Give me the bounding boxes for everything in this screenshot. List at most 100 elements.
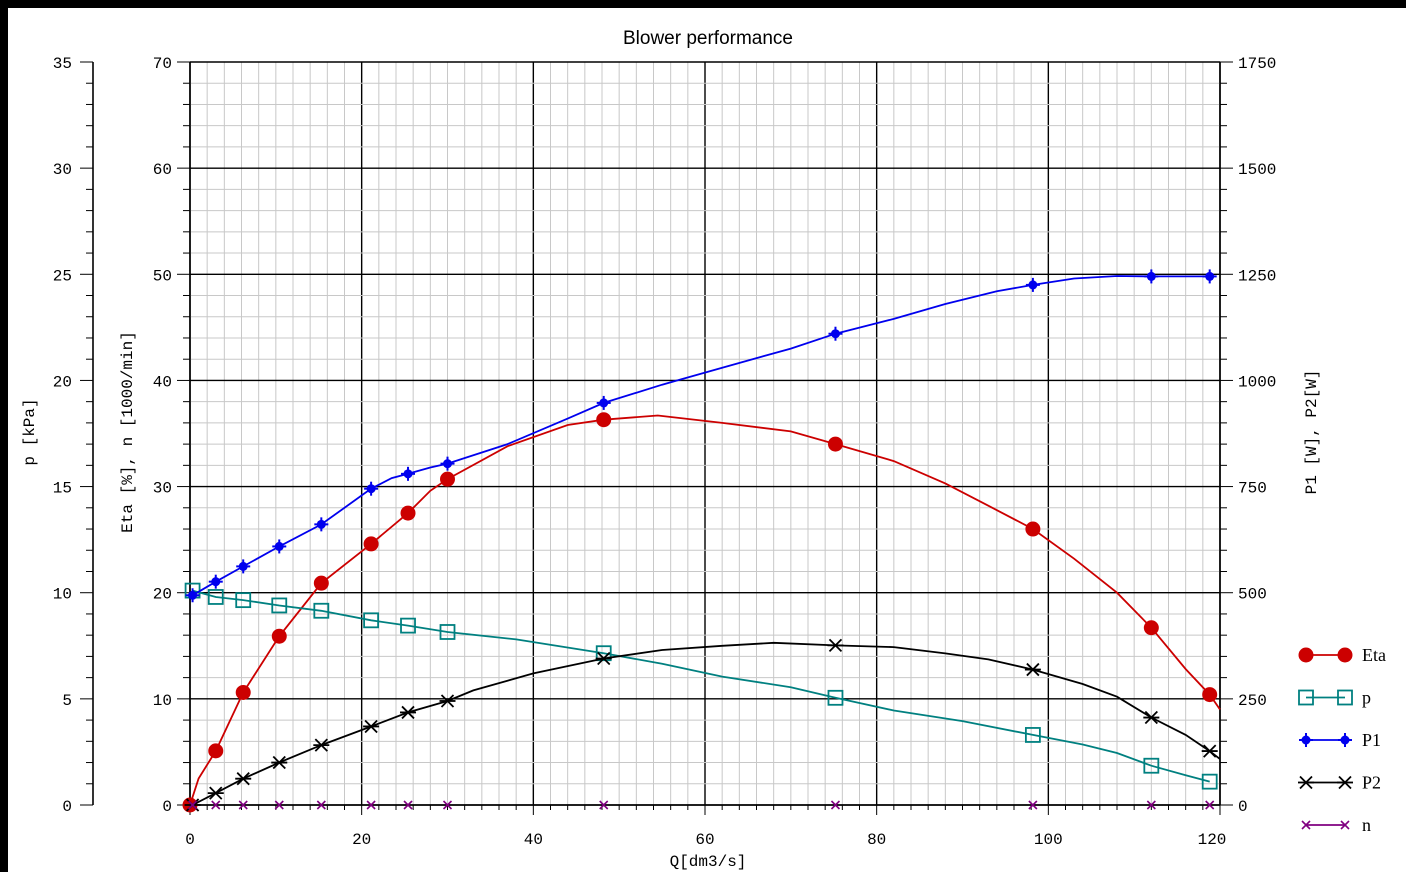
data-point-n bbox=[274, 800, 284, 810]
legend-marker bbox=[1338, 733, 1352, 747]
legend-marker bbox=[1337, 775, 1353, 790]
tick-label-eta-n: 50 bbox=[153, 267, 172, 285]
data-point-P2 bbox=[207, 786, 224, 800]
data-point-P2 bbox=[827, 638, 844, 652]
series bbox=[182, 269, 1221, 813]
data-point-P2 bbox=[271, 755, 288, 770]
marker-stroke bbox=[440, 694, 455, 708]
legend-label: P2 bbox=[1362, 773, 1381, 793]
data-point-Eta bbox=[1143, 620, 1159, 636]
series-line-Eta bbox=[189, 414, 1221, 806]
data-point-p bbox=[1024, 727, 1041, 743]
marker-stroke bbox=[188, 800, 198, 810]
tick-label-power: 1000 bbox=[1238, 373, 1276, 391]
data-point-Eta bbox=[827, 436, 843, 452]
x-axis-label: Q[dm3/s] bbox=[670, 853, 747, 871]
marker-stroke bbox=[238, 800, 248, 810]
data-point-P1 bbox=[208, 574, 223, 589]
data-point-Eta bbox=[400, 505, 416, 521]
y-axis-label-eta-n: Eta [%], n [1000/min] bbox=[119, 331, 137, 533]
series-line-p bbox=[192, 589, 1210, 783]
tick-label-x: 40 bbox=[524, 831, 543, 849]
tick-label-pressure: 35 bbox=[53, 55, 72, 73]
marker-stroke bbox=[316, 800, 326, 810]
data-point-n bbox=[830, 800, 841, 810]
marker-stroke bbox=[209, 786, 223, 800]
tick-label-power: 500 bbox=[1238, 586, 1267, 604]
marker-stroke bbox=[1203, 744, 1217, 758]
data-point-n bbox=[238, 800, 248, 810]
data-point-P2 bbox=[1143, 710, 1160, 725]
data-point-p bbox=[235, 592, 252, 609]
data-point-n bbox=[403, 800, 413, 810]
tick-label-x: 20 bbox=[352, 831, 371, 849]
marker-stroke bbox=[366, 800, 376, 810]
tick-label-x: 100 bbox=[1034, 831, 1063, 849]
tick-label-power: 0 bbox=[1238, 798, 1248, 816]
tick-label-pressure: 20 bbox=[53, 373, 72, 391]
legend-label: Eta bbox=[1362, 645, 1386, 665]
tick-label-pressure: 10 bbox=[53, 586, 72, 604]
data-point-p bbox=[363, 612, 380, 629]
marker-stroke bbox=[599, 800, 609, 810]
marker-stroke bbox=[1146, 800, 1156, 810]
tick-label-power: 250 bbox=[1238, 692, 1267, 710]
legend-item-p: p bbox=[1298, 688, 1371, 708]
marker-stroke bbox=[364, 719, 378, 734]
data-point-P1 bbox=[596, 395, 611, 410]
data-point-p bbox=[1143, 757, 1160, 774]
tick-label-pressure: 25 bbox=[53, 267, 72, 285]
marker-stroke bbox=[274, 800, 284, 810]
data-point-P1 bbox=[364, 481, 379, 496]
data-point-n bbox=[1028, 800, 1038, 810]
data-point-P2 bbox=[1024, 662, 1041, 677]
marker-stroke bbox=[1301, 820, 1311, 830]
marker-stroke bbox=[1028, 800, 1038, 810]
legend-marker bbox=[1298, 689, 1314, 706]
data-point-P2 bbox=[313, 738, 330, 752]
data-point-p bbox=[400, 617, 416, 634]
marker-stroke bbox=[314, 738, 328, 752]
series-P1 bbox=[185, 269, 1217, 603]
marker-stroke bbox=[1026, 662, 1040, 677]
data-point-P2 bbox=[235, 772, 252, 786]
tick-label-pressure: 0 bbox=[62, 798, 72, 816]
legend-label: P1 bbox=[1362, 730, 1381, 750]
tick-label-power: 750 bbox=[1238, 480, 1267, 498]
data-point-p bbox=[827, 689, 844, 706]
data-point-n bbox=[211, 800, 221, 810]
data-point-P2 bbox=[439, 694, 456, 708]
tick-label-power: 1250 bbox=[1238, 267, 1276, 285]
series-Eta bbox=[182, 412, 1221, 813]
marker-stroke bbox=[211, 800, 221, 810]
data-point-p bbox=[313, 602, 330, 619]
marker-stroke bbox=[1338, 775, 1352, 790]
grid bbox=[189, 61, 1221, 806]
data-point-P1 bbox=[272, 539, 287, 554]
legend-item-Eta: Eta bbox=[1298, 645, 1386, 665]
data-point-P1 bbox=[1025, 277, 1040, 292]
tick-label-eta-n: 10 bbox=[153, 692, 172, 710]
marker-stroke bbox=[442, 800, 453, 810]
legend-label: p bbox=[1362, 688, 1371, 708]
tick-label-pressure: 30 bbox=[53, 161, 72, 179]
tick-label-eta-n: 0 bbox=[162, 798, 172, 816]
data-point-n bbox=[442, 800, 453, 810]
data-point-n bbox=[1146, 800, 1156, 810]
data-point-P1 bbox=[440, 456, 455, 471]
legend-item-P1: P1 bbox=[1299, 730, 1381, 750]
data-point-Eta bbox=[363, 536, 379, 552]
data-point-P2 bbox=[400, 705, 417, 720]
data-point-n bbox=[366, 800, 376, 810]
legend-marker bbox=[1301, 820, 1311, 830]
data-point-p bbox=[207, 589, 224, 605]
data-point-p bbox=[271, 597, 288, 614]
marker-stroke bbox=[1144, 710, 1158, 725]
tick-label-eta-n: 20 bbox=[153, 586, 172, 604]
marker-stroke bbox=[1340, 820, 1350, 830]
data-point-P1 bbox=[828, 326, 843, 341]
legend-marker bbox=[1299, 733, 1313, 747]
marker-stroke bbox=[1205, 800, 1215, 810]
